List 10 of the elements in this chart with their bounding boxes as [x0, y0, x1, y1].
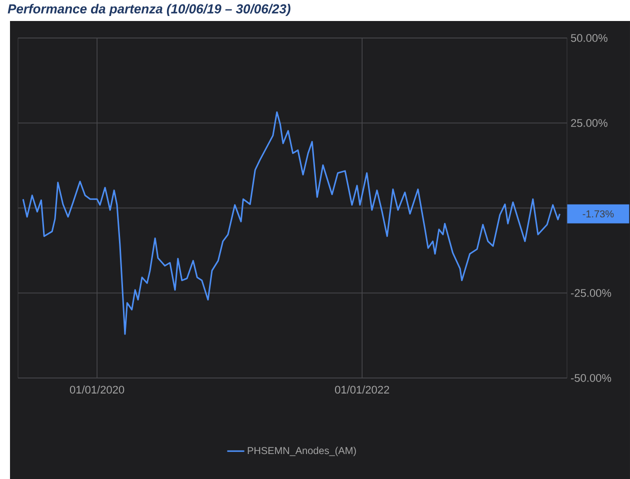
legend-label: PHSEMN_Anodes_(AM)	[248, 446, 356, 456]
x-tick-label: 01/01/2022	[335, 386, 390, 394]
annotation: -1.73%	[582, 210, 614, 218]
chart-title: Performance da partenza (10/06/19 – 30/06/23)	[8, 4, 290, 16]
y-tick-label: -25.00%	[571, 289, 612, 297]
y-tick-label: -50.00%	[571, 374, 612, 382]
line-series	[22, 111, 560, 335]
y-tick-label: 50.00%	[570, 34, 608, 42]
y-tick-label: 25.00%	[571, 119, 608, 127]
x-tick-label: 01/01/2020	[70, 386, 124, 394]
